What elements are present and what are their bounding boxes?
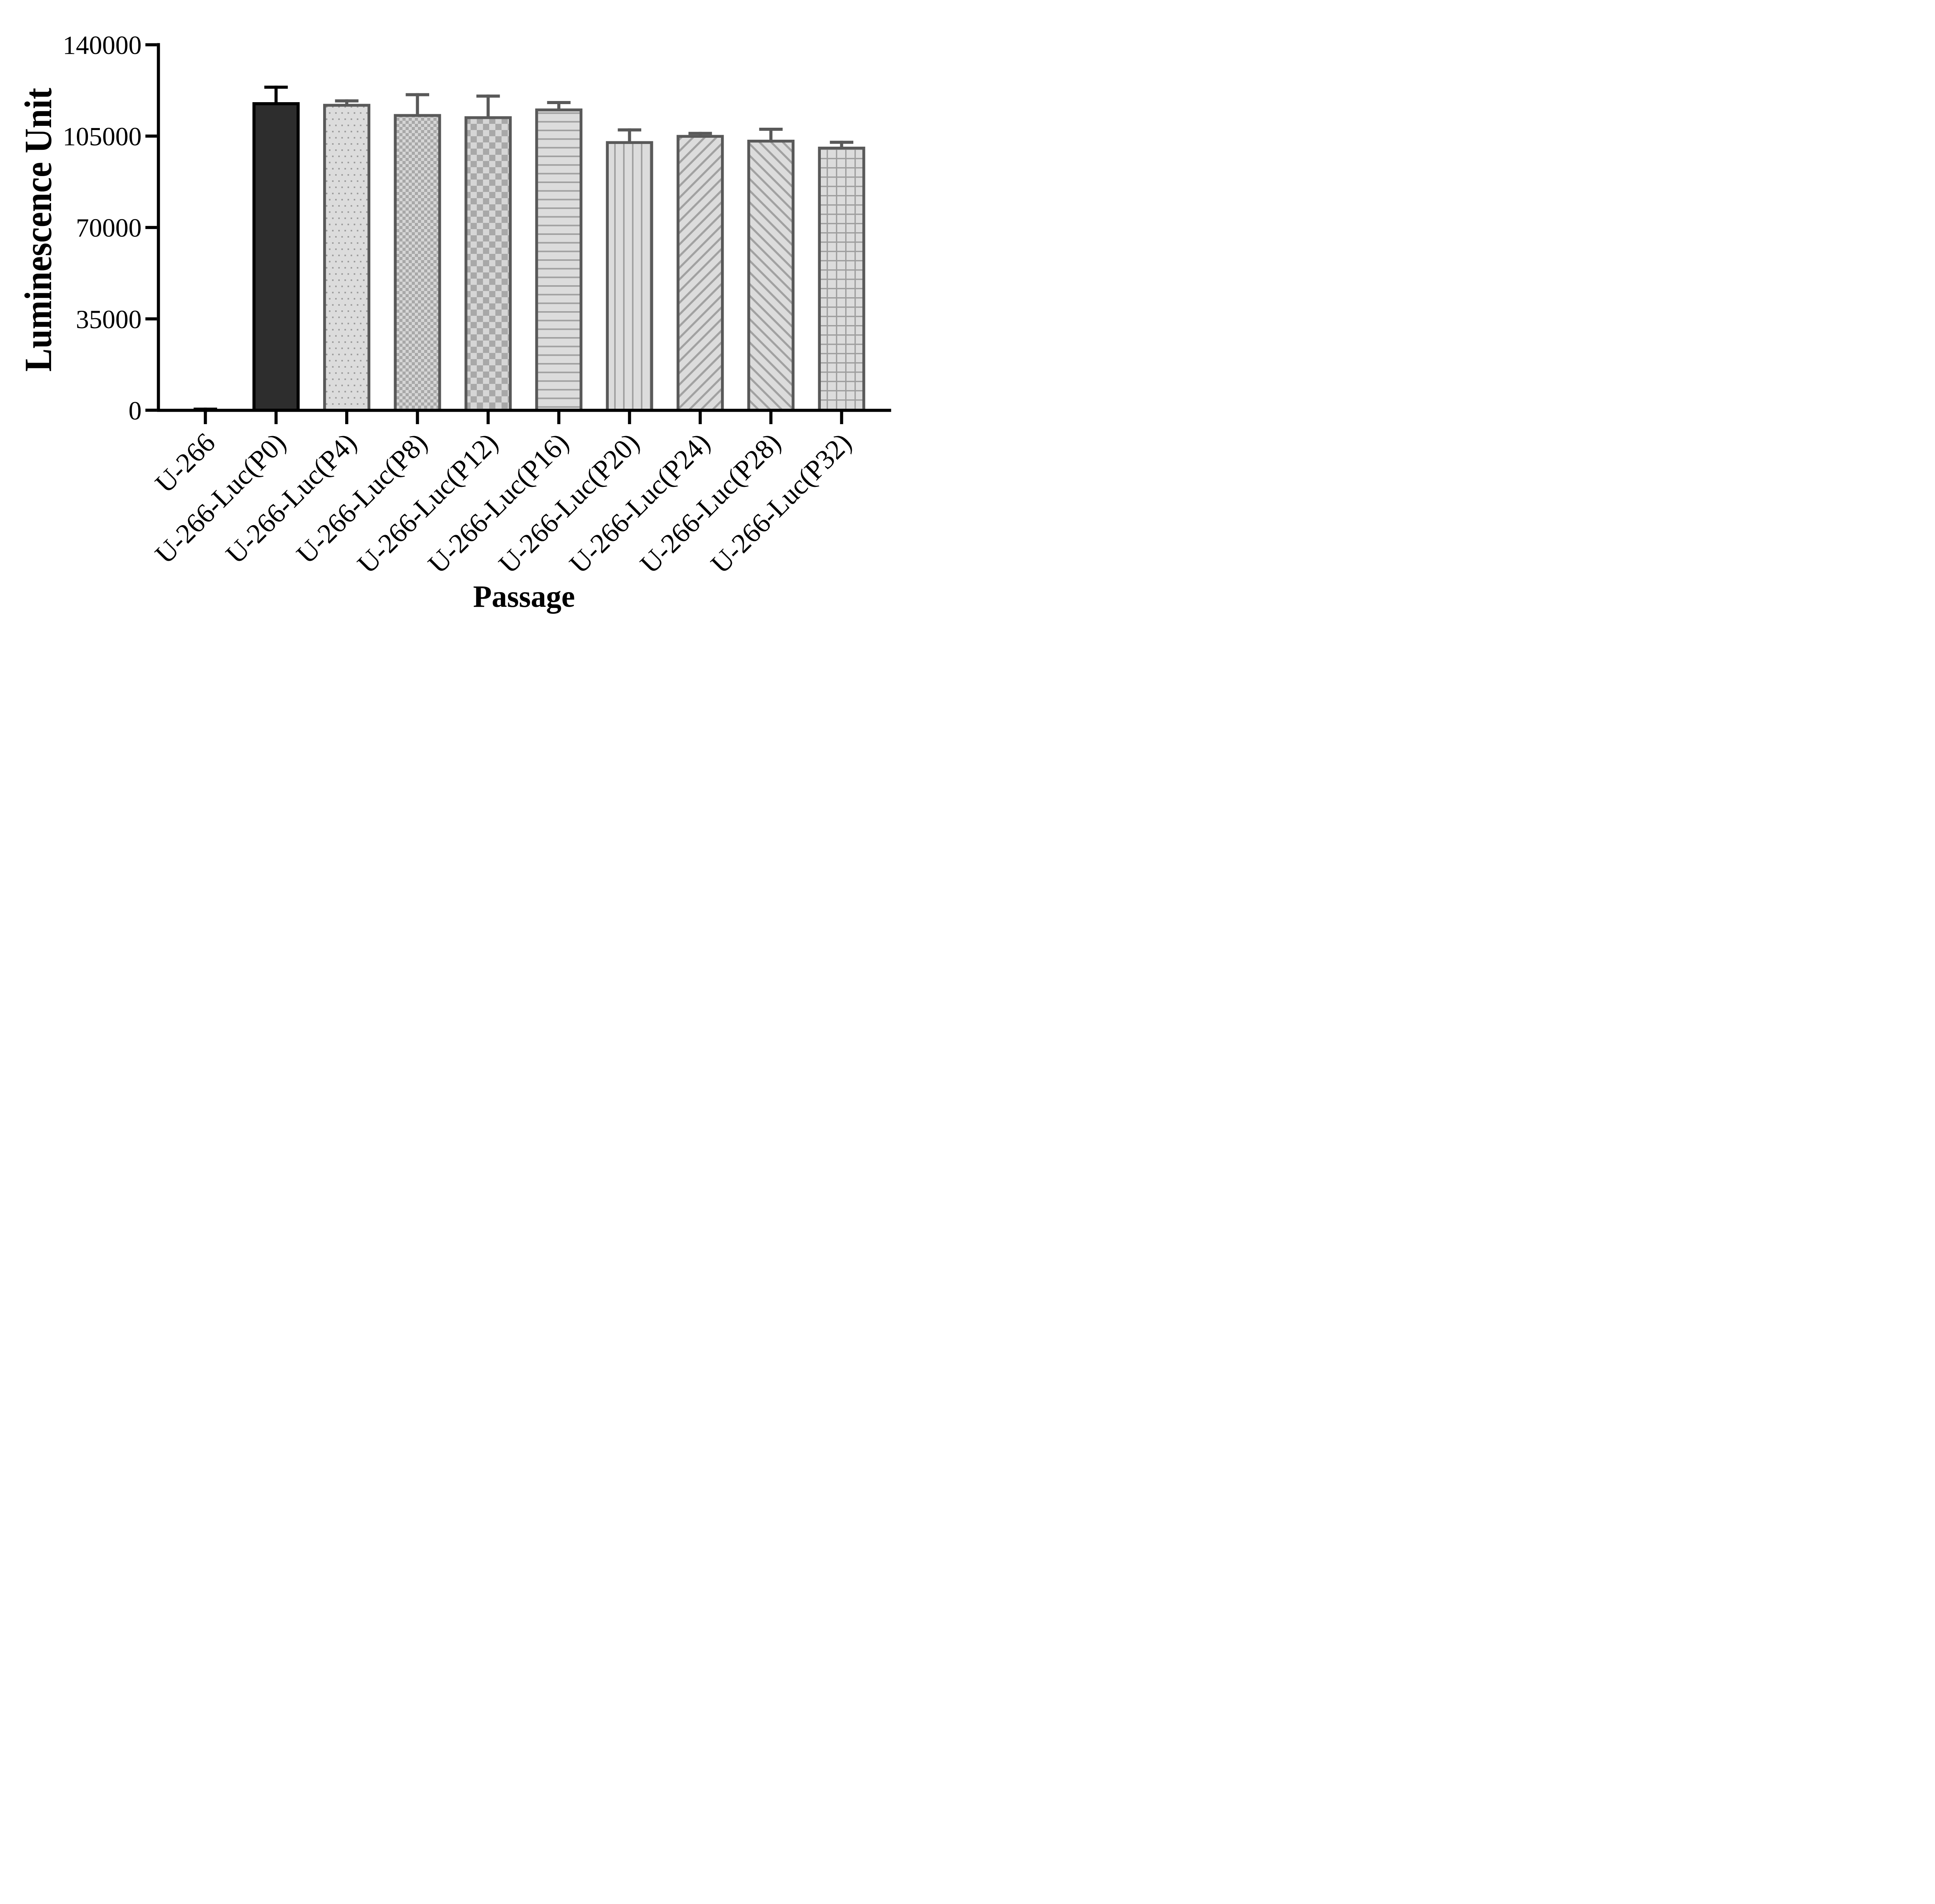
svg-text:0: 0 (128, 396, 142, 425)
svg-text:70000: 70000 (76, 213, 142, 243)
svg-text:140000: 140000 (63, 31, 142, 60)
svg-text:35000: 35000 (76, 305, 142, 334)
svg-text:Luminescence Unit: Luminescence Unit (17, 88, 60, 372)
svg-text:105000: 105000 (63, 122, 142, 151)
svg-text:Passage: Passage (473, 580, 575, 614)
